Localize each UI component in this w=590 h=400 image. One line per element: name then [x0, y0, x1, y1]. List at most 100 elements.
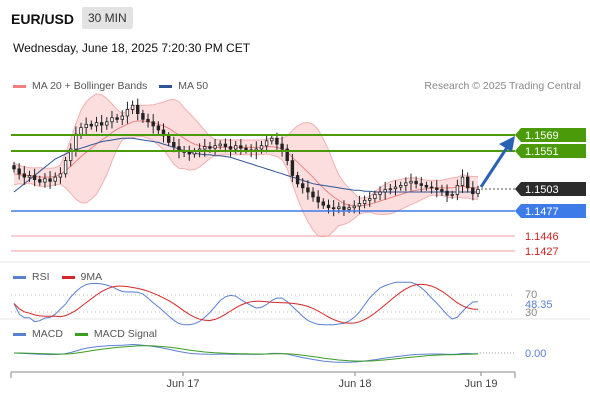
candle-body-58	[311, 191, 315, 198]
candle-34	[187, 145, 191, 161]
candle-body-20	[115, 117, 119, 120]
candle-body-12	[74, 133, 78, 150]
candle-80	[424, 181, 429, 191]
rsi-9ma-line	[13, 283, 479, 324]
candle-body-84	[445, 190, 449, 196]
candle-86	[455, 179, 460, 201]
candle-body-60	[321, 201, 325, 206]
candle-body-68	[362, 199, 367, 205]
rsi-line	[13, 281, 479, 326]
candle-body-57	[306, 187, 310, 193]
candle-56	[300, 178, 305, 194]
candle-84	[445, 184, 449, 202]
rsi-label-70: 70	[525, 289, 537, 301]
candle-body-44	[239, 145, 243, 149]
candle-5	[38, 175, 42, 186]
level-label-target-2: 1.1427	[525, 246, 559, 258]
bollinger-band-upper	[13, 93, 479, 199]
candle-74	[393, 180, 398, 196]
rsi-label-30: 30	[525, 307, 537, 319]
candle-body-34	[187, 151, 191, 155]
legend-ma20: MA 20 + Bollinger Bands	[13, 80, 147, 92]
candle-body-70	[373, 194, 377, 199]
candle-body-55	[295, 175, 300, 185]
macd-lines	[13, 343, 479, 363]
interval-badge[interactable]: 30 MIN	[82, 7, 133, 29]
candle-body-6	[43, 178, 47, 183]
candle-70	[373, 190, 377, 203]
legend-swatch-ma20	[13, 84, 26, 88]
x-tick-label-jun18: Jun 18	[338, 378, 371, 390]
candle-53	[285, 144, 289, 166]
candle-body-13	[79, 127, 83, 135]
bollinger-band-lower	[13, 135, 478, 238]
candle-body-81	[429, 186, 434, 189]
rsi-current-value: 48.35	[525, 299, 553, 311]
candle-body-71	[378, 191, 382, 195]
candle-body-85	[450, 194, 454, 196]
candle-15	[89, 120, 93, 130]
candle-body-25	[141, 113, 145, 120]
candle-50	[270, 134, 274, 145]
candle-68	[362, 195, 367, 209]
level-label-current: 1.1503	[515, 182, 586, 196]
candle-body-22	[125, 109, 130, 117]
candle-body-28	[156, 125, 161, 131]
candle-body-51	[275, 137, 279, 145]
candle-body-16	[94, 122, 99, 127]
candle-body-9	[58, 173, 63, 178]
candle-body-69	[367, 198, 372, 201]
macd-signal-line	[14, 345, 479, 362]
candle-23	[130, 100, 135, 115]
candle-2	[22, 166, 26, 185]
candle-39	[213, 139, 217, 155]
candle-body-27	[151, 121, 155, 127]
legend-swatch-rsi	[13, 275, 26, 279]
svg-text:1.1477: 1.1477	[525, 206, 559, 218]
candle-60	[321, 198, 325, 209]
chart-credit: Research © 2025 Trading Central	[424, 80, 581, 92]
candle-body-76	[404, 182, 408, 186]
candle-25	[141, 109, 145, 124]
candle-body-40	[218, 143, 222, 147]
candle-82	[435, 180, 439, 198]
chart-datetime: Wednesday, June 18, 2025 7:20:30 PM CET	[13, 41, 251, 55]
candle-body-24	[135, 104, 140, 115]
macd-legend: MACD MACD Signal	[13, 328, 169, 340]
candle-body-17	[99, 122, 104, 126]
candle-body-63	[337, 206, 341, 209]
candle-62	[331, 200, 336, 217]
candle-body-74	[393, 186, 398, 190]
candle-1	[17, 163, 21, 180]
candle-body-43	[233, 145, 238, 150]
candlesticks	[12, 98, 480, 217]
candle-28	[156, 121, 161, 135]
candle-64	[342, 200, 346, 217]
candle-body-87	[460, 176, 465, 186]
candle-10	[63, 156, 68, 178]
candle-54	[290, 153, 295, 183]
candle-76	[404, 177, 408, 192]
candle-16	[94, 116, 99, 132]
legend-swatch-macd-signal	[74, 332, 88, 336]
candle-79	[419, 177, 423, 193]
legend-label-9ma: 9MA	[80, 271, 103, 283]
candle-75	[398, 181, 403, 191]
candle-body-72	[383, 189, 387, 193]
candle-20	[115, 113, 119, 124]
candle-body-49	[264, 140, 269, 147]
candle-body-56	[300, 183, 305, 189]
candle-body-73	[388, 188, 393, 191]
candle-body-62	[331, 207, 336, 210]
legend-ma50: MA 50	[159, 80, 208, 92]
candle-body-54	[290, 160, 295, 176]
candle-body-10	[63, 160, 68, 175]
candle-14	[84, 117, 88, 135]
candle-body-48	[259, 145, 264, 150]
candle-22	[125, 101, 130, 124]
candle-6	[43, 173, 47, 188]
candle-body-75	[398, 184, 403, 188]
candle-77	[409, 173, 413, 191]
candle-87	[460, 169, 465, 194]
